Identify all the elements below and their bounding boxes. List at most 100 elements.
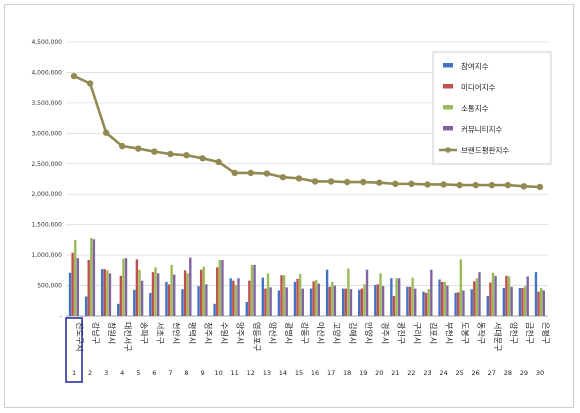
x-index-label: 1 [72,369,76,377]
x-category-label: 천안시 [171,322,181,344]
x-category-label: 구리시 [412,322,421,344]
x-index-label: 5 [136,369,140,377]
bar [253,264,256,316]
bar [470,289,473,316]
bar [84,296,88,316]
bar [199,269,203,316]
x-category-label: 양산시 [268,322,278,344]
bar [202,266,205,316]
line-point [167,150,174,158]
legend-swatch [443,126,453,131]
line-point [424,181,431,188]
line-point [231,169,238,177]
bar [427,289,430,316]
bar [280,275,283,316]
bar [234,284,238,316]
x-category-label: 금천구 [525,322,535,344]
x-category-label: 양주시 [236,322,245,344]
x-index-label: 14 [279,369,287,377]
x-index-label: 29 [520,369,528,377]
x-category-label: 안양시 [364,322,374,344]
bar [266,273,270,316]
x-index-label: 16 [311,369,319,377]
bar [486,295,489,316]
bar [90,238,93,316]
bar [74,239,77,316]
bar [542,290,545,316]
bar [103,269,106,316]
x-category-label: 송파구 [139,322,148,344]
bar [424,292,428,316]
bar [462,290,465,316]
y-tick-label: 4,000,000 [31,69,62,76]
line-point [135,145,142,152]
bars [68,238,545,316]
line-point [343,178,351,186]
bar [106,270,109,316]
bar [296,278,299,316]
x-category-label: 서대문구 [493,322,502,351]
bar [390,278,393,316]
bar [494,275,497,316]
x-category-label: 평택시 [188,322,198,344]
bar [312,281,315,316]
line-point [472,181,479,189]
x-index-label: 28 [504,369,512,377]
bar [459,259,463,316]
bar [135,259,139,316]
bar [269,287,272,316]
x-category-label: 광진구 [396,322,406,344]
x-index-label: 17 [327,369,335,377]
bar [133,289,136,316]
bar [478,272,481,316]
bar [523,286,527,316]
bar [183,270,187,316]
x-category-label: 김포시 [429,322,439,344]
x-index-label: 11 [231,369,239,377]
line-point [392,180,399,188]
bar [454,292,457,316]
bar [376,284,380,316]
bar [92,239,96,316]
x-axis-categories: 진도구시 1 강남구 2 창원시 3 대전서구 4 송파구 5 서초구 6 천안시 7 평택시 8 청주시 9 수원… [65,317,551,383]
bar [406,286,409,316]
bar [414,288,417,316]
bar [156,273,160,316]
bar [186,273,189,316]
bar [358,289,361,316]
bar [379,273,382,316]
x-index-label: 6 [152,369,156,377]
bar [181,289,184,316]
legend-label: 커뮤니티지수 [461,125,502,134]
x-index-label: 20 [375,369,383,377]
x-category-label: 김해시 [348,322,358,344]
bar [167,284,171,316]
line-point [151,148,158,155]
bar [526,276,529,316]
bar [122,258,125,316]
bar [221,259,224,316]
x-category-label: 동작구 [477,322,487,344]
line-point [86,80,94,87]
bar [534,272,538,316]
line-point [102,129,110,136]
bar [124,258,128,316]
x-index-label: 12 [247,369,255,377]
legend-swatch [443,84,453,89]
y-tick-label: 4,500,000 [31,39,62,46]
x-category-label: 창원시 [107,322,116,344]
bar [422,291,425,316]
bar [108,273,112,316]
x-index-label: 21 [391,369,399,377]
line-point [376,179,383,186]
legend-label: 브랜드평판지수 [461,145,509,155]
bar [293,281,297,316]
x-index-label: 18 [343,369,351,377]
line-point [311,178,319,185]
y-tick-label: - [60,313,62,320]
x-index-label: 3 [104,369,108,377]
bar [317,283,321,316]
x-index-label: 19 [359,369,367,377]
bar [119,275,123,316]
